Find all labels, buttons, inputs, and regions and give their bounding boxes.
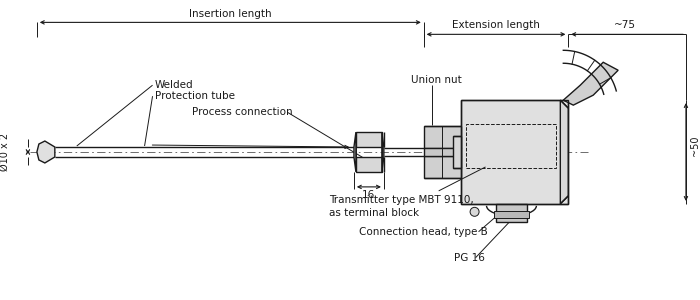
Bar <box>494 211 529 218</box>
Polygon shape <box>424 156 461 178</box>
Polygon shape <box>37 141 55 163</box>
Text: PG 16: PG 16 <box>454 253 484 263</box>
Polygon shape <box>424 148 461 156</box>
Text: 16: 16 <box>363 190 375 200</box>
Text: Connection head, type B: Connection head, type B <box>359 227 488 237</box>
Bar <box>461 100 568 204</box>
Polygon shape <box>356 157 382 172</box>
Polygon shape <box>382 132 384 172</box>
Text: Union nut: Union nut <box>412 75 462 85</box>
Polygon shape <box>354 132 356 172</box>
Text: Extension length: Extension length <box>452 20 540 30</box>
Text: Protection tube: Protection tube <box>155 91 234 101</box>
Text: ~50: ~50 <box>690 136 700 156</box>
Bar <box>466 124 556 168</box>
Polygon shape <box>356 132 382 147</box>
Bar <box>496 204 527 222</box>
Bar <box>461 100 568 204</box>
Text: Transmitter type MBT 9110,
as terminal block: Transmitter type MBT 9110, as terminal b… <box>329 195 474 218</box>
Text: Welded: Welded <box>155 80 193 90</box>
Polygon shape <box>564 62 618 105</box>
Text: ~75: ~75 <box>614 20 636 30</box>
Text: Insertion length: Insertion length <box>189 9 272 20</box>
Bar <box>453 136 461 168</box>
Polygon shape <box>560 100 568 204</box>
Polygon shape <box>424 126 461 148</box>
Text: Ø10 x 2: Ø10 x 2 <box>0 133 10 171</box>
Text: Process connection: Process connection <box>193 107 293 117</box>
Circle shape <box>470 207 479 216</box>
